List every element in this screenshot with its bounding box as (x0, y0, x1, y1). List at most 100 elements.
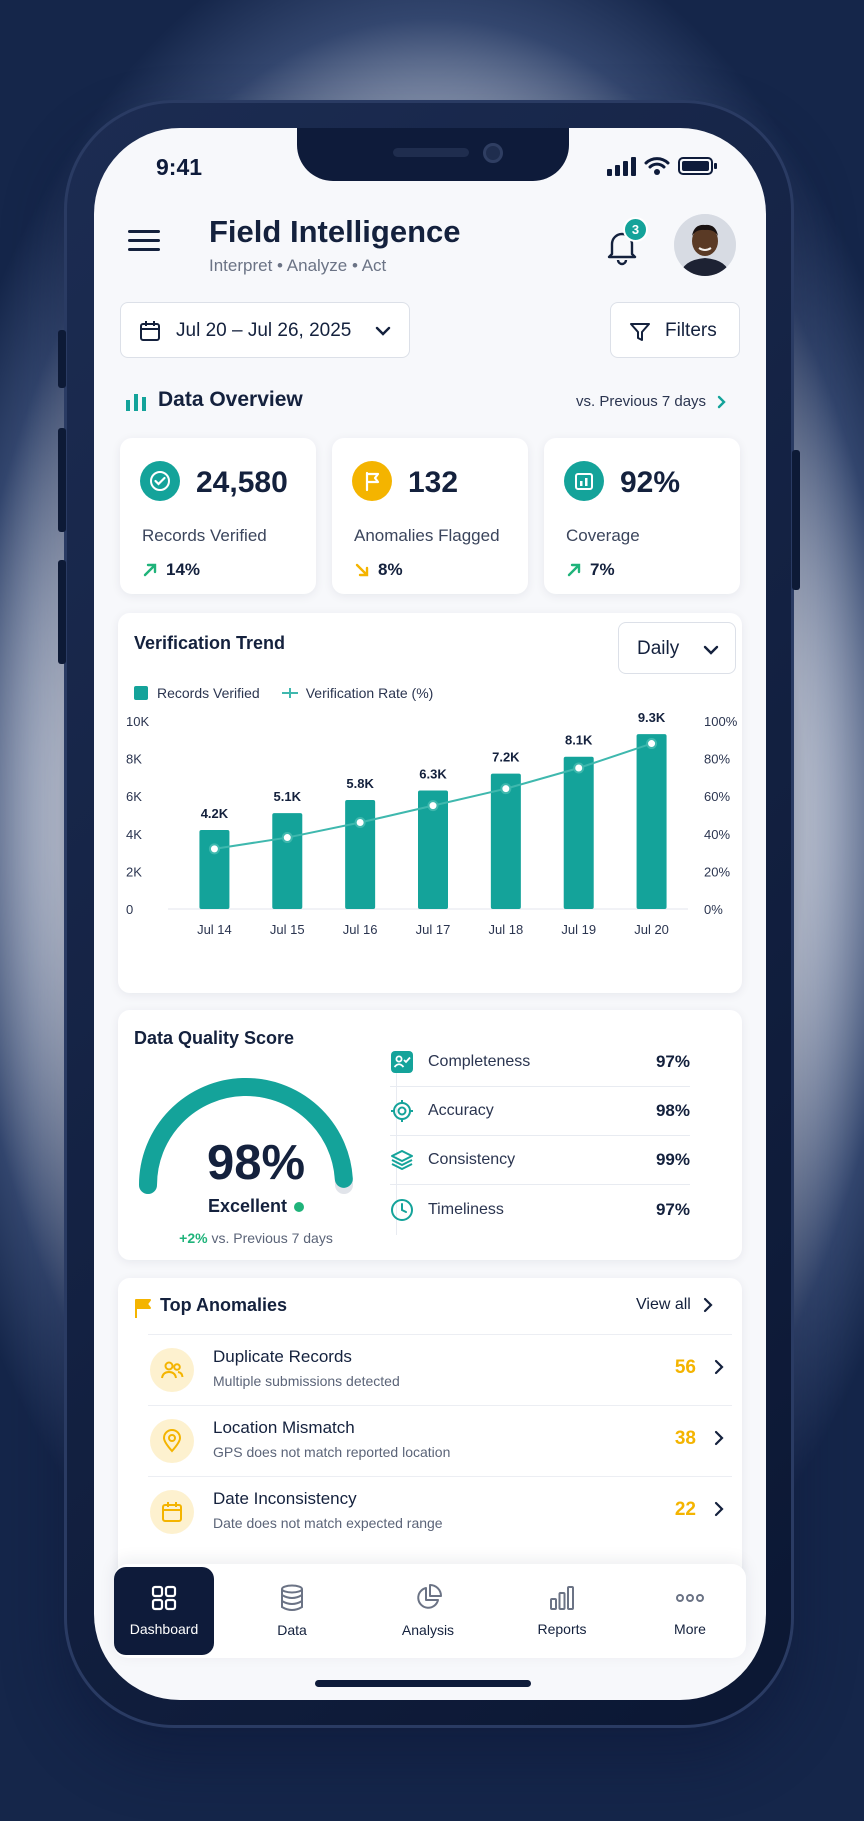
divider (148, 1334, 732, 1335)
nav-label: Reports (537, 1621, 587, 1637)
nav-item-more[interactable]: More (640, 1567, 740, 1655)
legend-item-line: Verification Rate (%) (281, 685, 433, 701)
nav-item-dashboard[interactable]: Dashboard (114, 1567, 214, 1655)
anomaly-row[interactable]: Date Inconsistency Date does not match e… (148, 1477, 732, 1548)
bottom-nav: Dashboard Data Analysis Reports More (114, 1564, 746, 1658)
quality-metric-row: Completeness 97% (390, 1038, 690, 1087)
nav-label: Data (277, 1622, 307, 1638)
x-tick-label: Jul 17 (416, 922, 451, 937)
kpi-change: 8% (354, 560, 403, 580)
filter-icon (630, 323, 650, 341)
database-icon (281, 1584, 303, 1611)
metric-label: Timeliness (428, 1200, 504, 1218)
metric-value: 97% (655, 1199, 690, 1219)
bar (345, 799, 376, 909)
bar-chart-icon (550, 1586, 574, 1610)
page-subtitle: Interpret • Analyze • Act (209, 256, 387, 275)
nav-label: More (674, 1621, 706, 1637)
rate-point (354, 817, 366, 829)
y-tick-label-right: 20% (704, 864, 730, 879)
bar (490, 773, 521, 909)
speaker (393, 148, 469, 157)
kpi-change-value: 7% (590, 560, 615, 579)
y-tick-label-left: 8K (126, 752, 142, 767)
bar-value-label: 5.1K (274, 789, 302, 804)
bar (636, 734, 667, 909)
kpi-value: 24,580 (196, 466, 288, 499)
anomaly-count: 22 (674, 1499, 696, 1520)
quality-rating: Excellent (146, 1196, 366, 1217)
period-dropdown[interactable]: Daily (618, 622, 736, 674)
anomaly-row[interactable]: Location Mismatch GPS does not match rep… (148, 1406, 732, 1477)
avatar[interactable] (674, 214, 736, 276)
phone-power-button (792, 450, 800, 590)
rate-point (427, 800, 439, 812)
y-tick-label-left: 0 (126, 902, 133, 917)
quality-metric-row: Consistency 99% (390, 1136, 690, 1185)
y-tick-label-right: 100% (704, 714, 738, 729)
kpi-change: 7% (566, 560, 615, 580)
x-tick-label: Jul 19 (561, 922, 596, 937)
nav-item-data[interactable]: Data (242, 1567, 342, 1655)
bar-value-label: 5.8K (346, 776, 374, 791)
chevron-right-icon (717, 395, 726, 408)
metric-value: 98% (655, 1101, 690, 1120)
quality-card: Data Quality Score 98% Excellent +2% vs.… (118, 1010, 742, 1260)
y-tick-label-right: 40% (704, 827, 730, 842)
anomalies-title: Top Anomalies (160, 1295, 288, 1315)
user-avatar-image (674, 214, 736, 276)
y-tick-label-left: 10K (126, 714, 149, 729)
chevron-right-icon (714, 1430, 724, 1446)
verification-trend-chart: 10K 8K 6K 4K 2K 0 100% 80% 60% 40% 20% 0% 4.2K Jul 14… (126, 713, 738, 937)
view-all-label: View all (636, 1296, 691, 1313)
anomaly-title: Date Inconsistency (213, 1489, 357, 1508)
chevron-right-icon (714, 1501, 724, 1517)
filters-label: Filters (665, 320, 717, 341)
wifi-icon (644, 157, 670, 175)
metric-value: 99% (655, 1150, 690, 1169)
kpi-value: 92% (620, 466, 681, 499)
location-pin-icon (150, 1419, 194, 1463)
layers-icon (390, 1148, 420, 1172)
compare-link[interactable]: vs. Previous 7 days (576, 393, 726, 410)
gauge-fill (139, 1078, 353, 1194)
date-range-picker[interactable]: Jul 20 – Jul 26, 2025 (120, 302, 410, 358)
anomaly-count: 38 (674, 1428, 696, 1449)
kpi-card-coverage[interactable]: 92% Coverage 7% (544, 438, 740, 594)
app-screen: 9:41 Field Intelligence Interpret • Anal… (94, 128, 766, 1700)
anomaly-row[interactable]: Duplicate Records Multiple submissions d… (148, 1335, 732, 1406)
nav-item-analysis[interactable]: Analysis (378, 1567, 478, 1655)
notifications-button[interactable]: 3 (604, 217, 648, 266)
front-camera (483, 143, 503, 163)
arrow-up-right-icon (567, 563, 581, 577)
chevron-down-icon (703, 645, 719, 655)
metric-label: Consistency (428, 1151, 516, 1168)
nav-item-reports[interactable]: Reports (512, 1567, 612, 1655)
filters-button[interactable]: Filters (610, 302, 740, 358)
metric-label: Accuracy (428, 1102, 494, 1119)
kpi-card-anomalies[interactable]: 132 Anomalies Flagged 8% (332, 438, 528, 594)
view-all-link[interactable]: View all (636, 1296, 713, 1314)
legend-item-bars: Records Verified (134, 685, 260, 701)
completeness-icon (390, 1050, 420, 1074)
legend-line-swatch (281, 688, 298, 698)
anomaly-count: 56 (674, 1357, 696, 1378)
metric-label: Completeness (428, 1053, 531, 1070)
flag-icon (352, 461, 392, 501)
quality-metric-row: Accuracy 98% (390, 1087, 690, 1136)
home-indicator (315, 1680, 531, 1687)
kpi-label: Coverage (566, 526, 640, 545)
menu-button[interactable] (126, 226, 162, 256)
dashboard-icon (151, 1585, 177, 1611)
kpi-change-value: 8% (378, 560, 403, 579)
rate-point (573, 762, 585, 774)
more-icon (676, 1594, 704, 1602)
y-tick-label-right: 0% (704, 902, 723, 917)
notch (297, 128, 569, 181)
bar-value-label: 6.3K (419, 767, 447, 782)
y-tick-label-left: 4K (126, 827, 142, 842)
quality-rating-label: Excellent (207, 1196, 288, 1216)
kpi-card-records[interactable]: 24,580 Records Verified 14% (120, 438, 316, 594)
bar (563, 756, 594, 909)
phone-side-button (58, 330, 66, 388)
